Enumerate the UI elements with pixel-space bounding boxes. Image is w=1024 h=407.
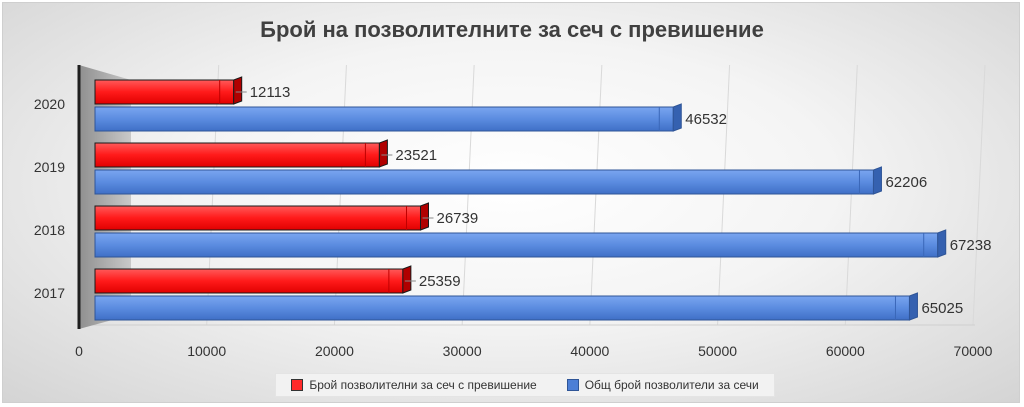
- data-label: 46532: [685, 111, 727, 128]
- x-tick-label: 60000: [826, 343, 865, 359]
- chart-frame: Брой на позволителните за сеч с превишен…: [2, 2, 1020, 403]
- data-label: 26739: [436, 210, 478, 227]
- y-tick-label: 2018: [34, 222, 65, 238]
- gridline: [589, 64, 603, 326]
- x-tick-label: 40000: [570, 343, 609, 359]
- x-tick-label: 30000: [443, 343, 482, 359]
- bar-cap-2018-0: [419, 202, 429, 231]
- bar-exceeding-2020: [94, 79, 235, 105]
- data-label: 23521: [395, 147, 437, 164]
- gridline: [972, 64, 986, 326]
- bar-total-2018: [94, 232, 939, 258]
- bar-cap-2017-1: [908, 292, 918, 321]
- legend: Брой позволителни за сеч с превишение Об…: [275, 373, 775, 397]
- x-tick-label: 10000: [187, 343, 226, 359]
- legend-label-total: Общ брой позволители за сечи: [584, 378, 759, 392]
- y-tick-label: 2020: [34, 96, 65, 112]
- bar-total-2017: [94, 295, 910, 321]
- bar-cap-2019-0: [378, 139, 388, 168]
- data-label: 65025: [921, 300, 963, 317]
- data-label: 12113: [250, 84, 291, 101]
- gridline: [844, 64, 858, 326]
- y-tick-label: 2017: [34, 285, 65, 301]
- data-label: 25359: [419, 273, 461, 290]
- chart-title: Брой на позволителните за сеч с превишен…: [260, 17, 764, 42]
- data-label: 67238: [950, 237, 992, 254]
- bar-exceeding-2017: [94, 268, 404, 294]
- gridline: [461, 64, 475, 326]
- legend-label-exceeding: Брой позволителни за сеч с превишение: [309, 378, 537, 392]
- gridline: [717, 64, 731, 326]
- plot-area: 12113 46532 23521 62206 26739 67238 25359 65025…: [34, 64, 993, 359]
- x-tick-label: 20000: [315, 343, 354, 359]
- bar-cap-2018-1: [937, 229, 947, 258]
- bar-cap-2020-0: [233, 76, 243, 105]
- legend-swatch-red: [291, 379, 304, 391]
- x-tick-label: 70000: [954, 343, 993, 359]
- bars: [94, 76, 947, 321]
- legend-item-exceeding: Брой позволителни за сеч с превишение: [291, 378, 537, 392]
- bar-exceeding-2018: [94, 205, 421, 231]
- data-label: 62206: [885, 174, 927, 191]
- bar-cap-2017-0: [402, 265, 412, 294]
- legend-item-total: Общ брой позволители за сечи: [566, 378, 759, 392]
- x-tick-label: 50000: [698, 343, 737, 359]
- bar-cap-2019-1: [872, 166, 882, 195]
- bar-total-2020: [94, 106, 674, 132]
- bar-exceeding-2019: [94, 142, 380, 168]
- legend-swatch-blue: [566, 379, 579, 391]
- x-tick-label: 0: [75, 343, 83, 359]
- bar-total-2019: [94, 169, 874, 195]
- bar-cap-2020-1: [672, 103, 682, 132]
- data-labels: 12113 46532 23521 62206 26739 67238 25359 65025: [235, 84, 992, 317]
- y-tick-label: 2019: [34, 159, 65, 175]
- axis-ticks: 2020 2019 2018 2017 0 10000 20000 30000 40000 500…: [34, 96, 993, 359]
